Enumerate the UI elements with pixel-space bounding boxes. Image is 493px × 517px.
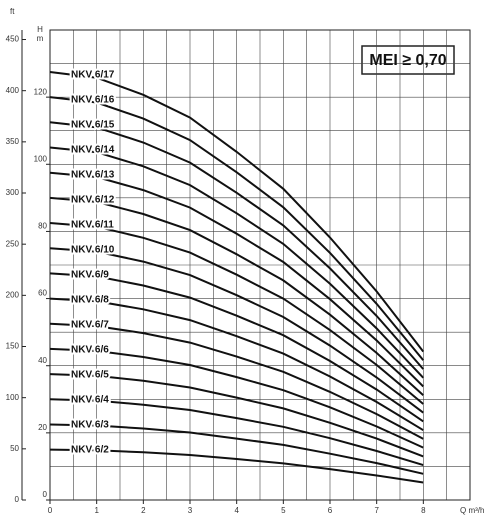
pump-curve (49, 373, 424, 458)
pump-curve (49, 121, 425, 370)
x-tick-label: 4 (234, 506, 239, 515)
pump-curve (49, 347, 424, 449)
pump-curve (49, 96, 425, 361)
y2-tick-label: 350 (6, 137, 20, 146)
pump-curve (49, 71, 425, 353)
pump-curve (49, 423, 424, 475)
pump-curve (49, 297, 424, 432)
x-tick-label: 0 (48, 506, 53, 515)
series-label: NKV 6/14 (71, 144, 115, 155)
series-label: NKV 6/9 (71, 270, 109, 281)
y2-axis-label: ft (10, 7, 15, 16)
series-label: NKV 6/6 (71, 345, 109, 356)
x-tick-label: 5 (281, 506, 286, 515)
x-tick-label: 7 (374, 506, 379, 515)
series-label: NKV 6/8 (71, 295, 109, 306)
series-label: NKV 6/7 (71, 320, 109, 331)
y-tick-label: 40 (38, 356, 47, 365)
x-tick-label: 6 (328, 506, 333, 515)
pump-curve (49, 322, 424, 440)
y-tick-label: 120 (34, 87, 48, 96)
series-label: NKV 6/11 (71, 220, 114, 231)
y-axis-label: H (37, 25, 43, 34)
series-label: NKV 6/16 (71, 94, 115, 105)
x-tick-label: 8 (421, 506, 426, 515)
y2-tick-label: 200 (6, 290, 20, 299)
y-tick-label: 80 (38, 222, 47, 231)
series-label: NKV 6/15 (71, 119, 115, 130)
badge: MEI ≥ 0,70 (369, 52, 446, 69)
pump-curve (49, 272, 424, 423)
series-label: NKV 6/2 (71, 445, 109, 456)
y-tick-label: 20 (38, 423, 47, 432)
series-label: NKV 6/12 (71, 195, 115, 206)
y2-tick-label: 150 (6, 342, 20, 351)
y-tick-label: 100 (34, 154, 48, 163)
x-tick-label: 1 (94, 506, 99, 515)
series-label: NKV 6/17 (71, 69, 115, 80)
pump-curve (49, 222, 424, 405)
y2-tick-label: 400 (6, 86, 20, 95)
series-label: NKV 6/10 (71, 245, 115, 256)
x-tick-label: 2 (141, 506, 146, 515)
series-label: NKV 6/4 (71, 395, 109, 406)
x-axis-label: Q m³/h (460, 506, 484, 515)
series-label: NKV 6/13 (71, 170, 115, 181)
y-tick-label: 0 (43, 490, 48, 499)
plot-frame (49, 29, 471, 501)
pump-curve (49, 448, 424, 484)
y-axis-unit: m (37, 34, 44, 43)
y2-tick-label: 0 (15, 495, 20, 504)
y2-tick-label: 300 (6, 188, 20, 197)
badge-box (361, 45, 455, 75)
y2-tick-label: 100 (6, 393, 20, 402)
y2-tick-label: 50 (10, 444, 19, 453)
pump-curve (49, 146, 425, 379)
series-label: NKV 6/5 (71, 370, 109, 381)
pump-curve (49, 247, 424, 414)
x-tick-label: 3 (188, 506, 193, 515)
pump-curve (49, 196, 424, 397)
y2-tick-label: 450 (6, 35, 20, 44)
y2-tick-label: 250 (6, 239, 20, 248)
pump-curve (49, 398, 424, 467)
pump-curve (49, 171, 425, 388)
y-tick-label: 60 (38, 289, 47, 298)
series-label: NKV 6/3 (71, 420, 109, 431)
